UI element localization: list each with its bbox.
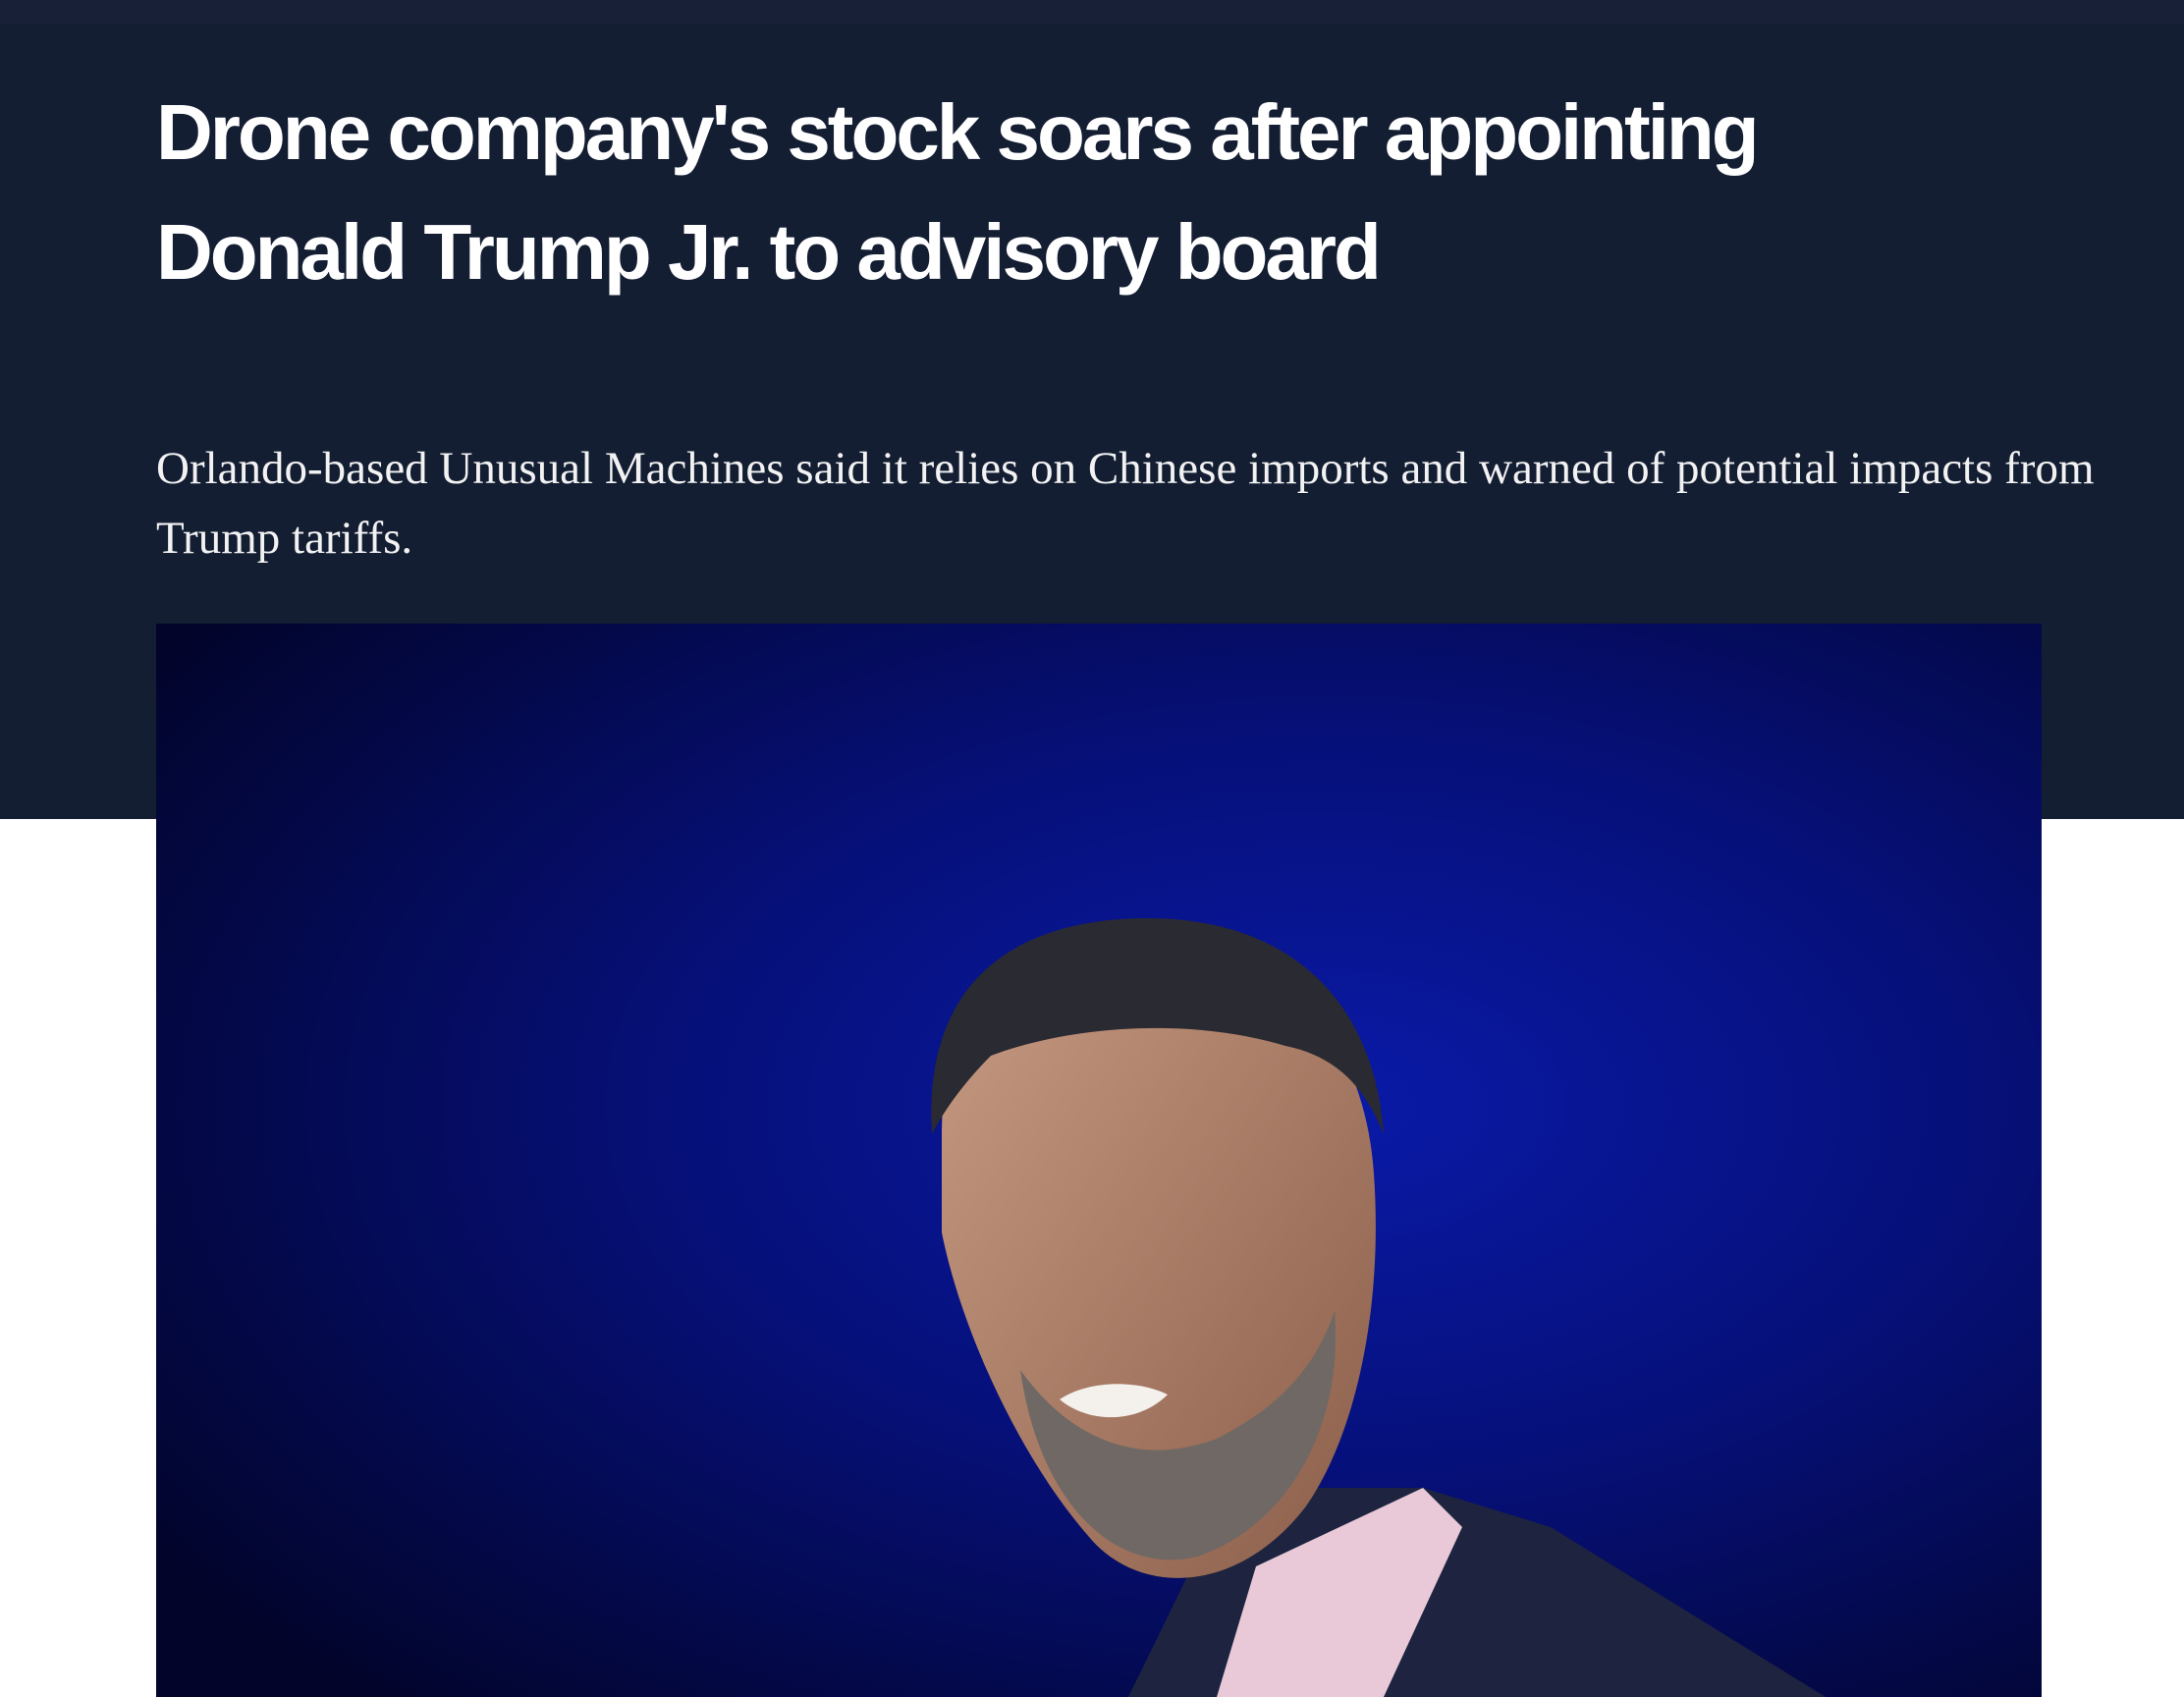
mouth: [1060, 1384, 1168, 1418]
top-bar: [0, 0, 2184, 26]
subheadline: Orlando-based Unusual Machines said it r…: [156, 443, 2095, 564]
hero-photo: [156, 624, 2042, 1697]
hair: [931, 918, 1384, 1134]
shirt: [1217, 1488, 1462, 1697]
headline: Drone company's stock soars after appoin…: [156, 88, 1760, 296]
beard: [1020, 1311, 1337, 1560]
